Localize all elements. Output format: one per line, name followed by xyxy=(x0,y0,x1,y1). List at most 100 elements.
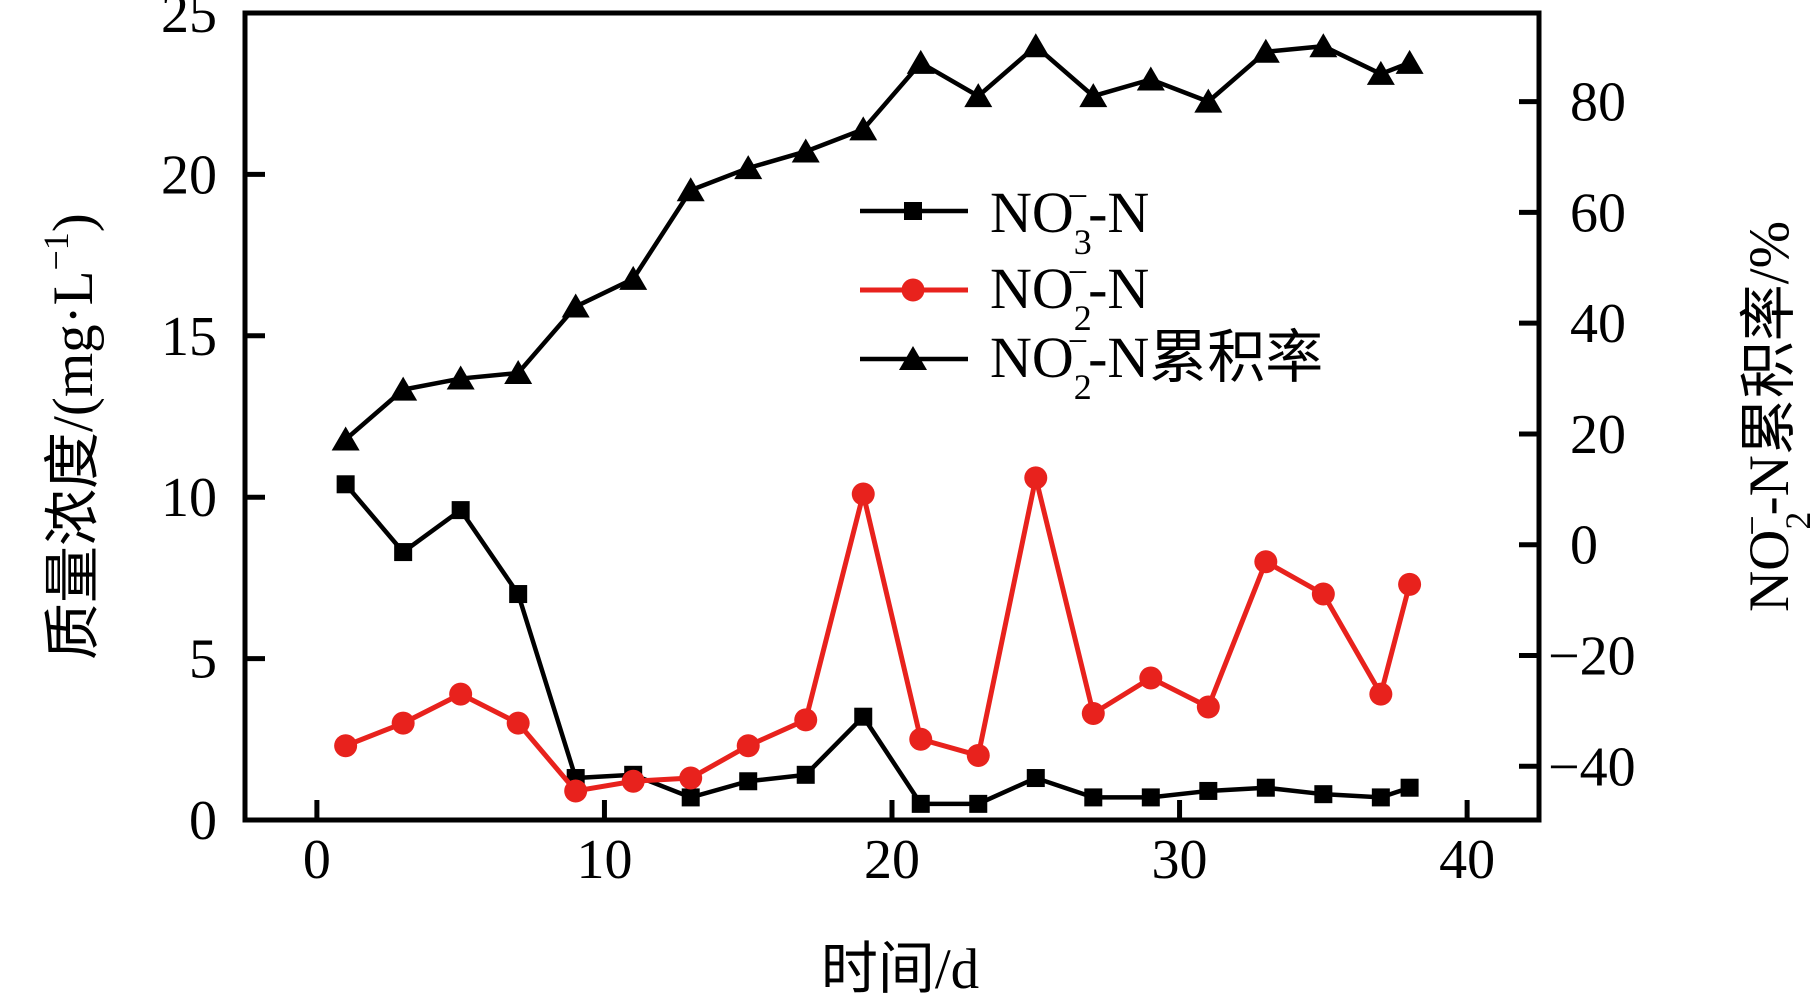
y-axis-label-right: NO2−-N累积率/% xyxy=(1732,221,1818,612)
triangle-marker xyxy=(1366,60,1395,85)
square-marker xyxy=(336,475,355,494)
triangle-marker xyxy=(849,116,878,141)
legend-item-1: NO3−-N xyxy=(860,176,1149,262)
triangle-marker xyxy=(619,265,648,290)
x-tick-label: 10 xyxy=(576,829,632,891)
square-marker xyxy=(1256,778,1275,797)
y-right-tick-label: 20 xyxy=(1570,404,1626,466)
circle-marker xyxy=(901,278,925,302)
square-marker xyxy=(1400,778,1419,797)
x-axis: 0 10 20 30 40 xyxy=(303,800,1495,891)
square-marker xyxy=(1371,788,1390,807)
circle-marker xyxy=(1254,550,1278,574)
square-marker xyxy=(1314,785,1333,804)
square-marker xyxy=(911,794,930,813)
square-marker xyxy=(1199,781,1218,800)
circle-marker xyxy=(851,482,875,506)
square-marker xyxy=(739,772,758,791)
circle-marker xyxy=(1311,582,1335,606)
y-left-tick-label: 0 xyxy=(189,790,217,852)
axis-titles: 时间/d 质量浓度/(mg·L−1) NO2−-N累积率/% xyxy=(36,213,1818,996)
x-tick-label: 40 xyxy=(1439,829,1495,891)
circle-marker xyxy=(449,682,473,706)
series-no2-n xyxy=(334,466,1422,803)
triangle-marker xyxy=(1194,88,1223,113)
circle-marker xyxy=(1139,666,1163,690)
y-axis-label-left: 质量浓度/(mg·L−1) xyxy=(36,213,105,660)
square-marker xyxy=(1141,788,1160,807)
square-marker xyxy=(394,543,413,562)
triangle-marker xyxy=(1309,33,1338,58)
circle-marker xyxy=(966,743,990,767)
triangle-marker xyxy=(1395,49,1424,74)
square-marker xyxy=(1026,769,1045,788)
legend-label: NO3−-N xyxy=(990,176,1149,262)
square-marker xyxy=(1084,788,1103,807)
x-tick-label: 20 xyxy=(864,829,920,891)
plot-frame xyxy=(242,10,1542,823)
triangle-marker xyxy=(906,49,935,74)
y-right-tick-label: 60 xyxy=(1570,182,1626,244)
y-left-tick-label: 5 xyxy=(189,629,217,691)
circle-marker xyxy=(1196,695,1220,719)
triangle-marker xyxy=(1251,38,1280,63)
square-marker xyxy=(451,501,470,520)
circle-marker xyxy=(564,779,588,803)
legend-item-2: NO2−-N xyxy=(860,252,1149,338)
circle-marker xyxy=(1369,682,1393,706)
x-tick-label: 30 xyxy=(1152,829,1208,891)
y-left-tick-label: 25 xyxy=(161,0,217,45)
triangle-marker xyxy=(1021,33,1050,58)
triangle-marker xyxy=(676,177,705,202)
triangle-marker xyxy=(561,293,590,318)
square-marker xyxy=(904,202,922,220)
triangle-marker xyxy=(964,83,993,108)
series-line xyxy=(344,477,1413,794)
y-left-tick-label: 15 xyxy=(161,306,217,368)
y-left-tick-label: 10 xyxy=(161,467,217,529)
triangle-marker xyxy=(791,138,820,163)
circle-marker xyxy=(334,734,358,758)
square-marker xyxy=(854,707,873,726)
triangle-marker xyxy=(1079,83,1108,108)
x-tick-label: 0 xyxy=(303,829,331,891)
legend-label: NO2−-N累积率 xyxy=(990,321,1323,407)
triangle-marker xyxy=(1136,66,1165,91)
circle-marker xyxy=(1398,572,1422,596)
triangle-marker xyxy=(899,346,927,370)
circle-marker xyxy=(1081,701,1105,725)
y-right-tick-label: 0 xyxy=(1570,515,1598,577)
triangle-marker xyxy=(389,376,418,401)
triangle-marker xyxy=(504,360,533,385)
y-left-tick-label: 20 xyxy=(161,144,217,206)
y-right-tick-label: −40 xyxy=(1548,736,1636,798)
circle-marker xyxy=(679,766,703,790)
square-marker xyxy=(796,765,815,784)
x-axis-label: 时间/d xyxy=(821,938,979,996)
triangle-marker xyxy=(734,155,763,180)
circle-marker xyxy=(506,711,530,735)
square-marker xyxy=(681,788,700,807)
square-marker xyxy=(509,585,528,604)
series-line xyxy=(343,482,1411,807)
y-right-tick-label: 40 xyxy=(1570,293,1626,355)
y-right-tick-label: 80 xyxy=(1570,72,1626,134)
square-marker xyxy=(969,794,988,813)
circle-marker xyxy=(391,711,415,735)
circle-marker xyxy=(736,734,760,758)
circle-marker xyxy=(794,708,818,732)
y-axis-right: 80 60 40 20 0 −20 −40 xyxy=(1519,72,1636,798)
circle-marker xyxy=(909,727,933,751)
legend-item-3: NO2−-N累积率 xyxy=(860,321,1323,407)
circle-marker xyxy=(1024,466,1048,490)
circle-marker xyxy=(621,769,645,793)
legend-label: NO2−-N xyxy=(990,252,1149,338)
y-axis-left: 0 5 10 15 20 25 xyxy=(161,0,265,852)
triangle-marker xyxy=(446,365,475,390)
series-no2-n-rate xyxy=(331,33,1424,451)
y-right-tick-label: −20 xyxy=(1548,625,1636,687)
